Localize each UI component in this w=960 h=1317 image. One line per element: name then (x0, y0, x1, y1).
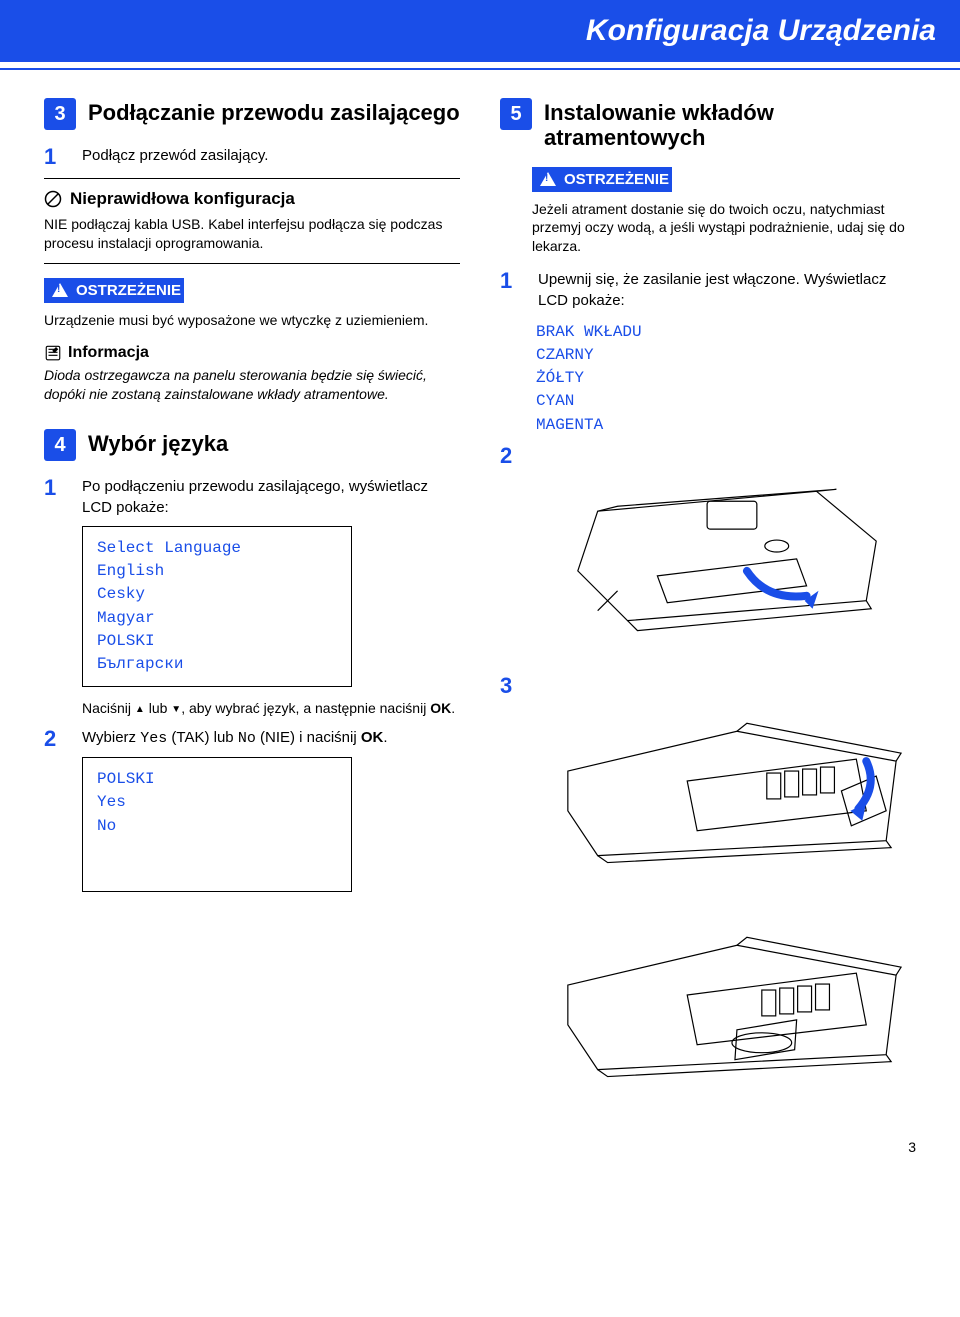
lcd5-line2: ŻÓŁTY (536, 367, 916, 390)
lcd2-line1: Yes (97, 791, 337, 814)
step4-sub1-text: Po podłączeniu przewodu zasilającego, wy… (82, 477, 460, 518)
step4-sub2-text: Wybierz Yes (TAK) lub No (NIE) i naciśni… (82, 728, 460, 749)
step-4-badge: 4 (44, 429, 76, 461)
step4-sub2: 2 Wybierz Yes (TAK) lub No (NIE) i naciś… (44, 728, 460, 904)
page-title: Konfiguracja Urządzenia (586, 14, 936, 47)
step5-sub3: 3 (500, 675, 916, 1109)
step4-sub1-num: 1 (44, 477, 66, 718)
printer-illustration-1 (538, 451, 916, 651)
step5-sub1-text: Upewnij się, że zasilanie jest włączone.… (538, 270, 916, 311)
lcd5-line1: CZARNY (536, 344, 916, 367)
printer-illustration-2 (538, 681, 916, 881)
period1: . (451, 700, 455, 716)
prohibit-icon (44, 190, 62, 208)
sub2-yesparen: (TAK) lub (167, 729, 238, 746)
down-arrow-icon: ▼ (171, 703, 181, 717)
page-number: 3 (0, 1139, 960, 1155)
warning-bar-left: OSTRZEŻENIE (44, 278, 184, 303)
navtext-pre: Naciśnij (82, 700, 135, 716)
warning-body-left: Urządzenie musi być wyposażone we wtyczk… (44, 311, 460, 330)
warning-bar-right: OSTRZEŻENIE (532, 167, 672, 192)
page-header: Konfiguracja Urządzenia (0, 0, 960, 62)
sub2-yes: Yes (140, 730, 167, 747)
step4-nav-text: Naciśnij ▲ lub ▼, aby wybrać język, a na… (82, 699, 460, 718)
step-3-badge: 3 (44, 98, 76, 130)
step5-sub1: 1 Upewnij się, że zasilanie jest włączon… (500, 270, 916, 311)
right-column: 5 Instalowanie wkładów atramentowych OST… (500, 98, 916, 1119)
warning-icon-right (540, 172, 556, 186)
improper-head: Nieprawidłowa konfiguracja (44, 189, 460, 209)
warning-label-left: OSTRZEŻENIE (76, 282, 181, 299)
navtext-post: , aby wybrać język, a następnie naciśnij (181, 700, 430, 716)
step5-sub2: 2 (500, 445, 916, 665)
step5-sub2-num: 2 (500, 445, 522, 665)
lcd-box-languages: Select Language English Cesky Magyar POL… (82, 526, 352, 687)
lcd5-line4: MAGENTA (536, 414, 916, 437)
improper-setup-box: Nieprawidłowa konfiguracja NIE podłączaj… (44, 178, 460, 264)
step-3-title: 3 Podłączanie przewodu zasilającego (44, 98, 460, 130)
step3-sub1-text: Podłącz przewód zasilający. (82, 146, 460, 168)
navtext-mid: lub (145, 700, 171, 716)
step-5-title: 5 Instalowanie wkładów atramentowych (500, 98, 916, 151)
sub2-pre: Wybierz (82, 729, 140, 746)
step4-sub1: 1 Po podłączeniu przewodu zasilającego, … (44, 477, 460, 718)
sub2-noparen: (NIE) i naciśnij (256, 729, 361, 746)
sub2-no: No (238, 730, 256, 747)
lcd1-line5: Български (97, 653, 337, 676)
lcd5-line0: BRAK WKŁADU (536, 321, 916, 344)
step5-sub3-num: 3 (500, 675, 522, 1109)
lcd2-line2: No (97, 815, 337, 838)
step3-sub1-num: 1 (44, 146, 66, 168)
lcd-box-confirm: POLSKI Yes No (82, 757, 352, 892)
warning-label-right: OSTRZEŻENIE (564, 171, 669, 188)
step4-sub2-num: 2 (44, 728, 66, 904)
ok-label-2: OK (361, 729, 384, 746)
lcd1-line2: Cesky (97, 583, 337, 606)
period2: . (383, 729, 387, 746)
lcd1-line3: Magyar (97, 607, 337, 630)
lcd5-line3: CYAN (536, 390, 916, 413)
warning-body-right: Jeżeli atrament dostanie się do twoich o… (532, 200, 916, 257)
improper-body: NIE podłączaj kabla USB. Kabel interfejs… (44, 215, 460, 253)
printer-illustration-3 (538, 895, 916, 1095)
step-4-title: 4 Wybór języka (44, 429, 460, 461)
lcd-lines-ink: BRAK WKŁADU CZARNY ŻÓŁTY CYAN MAGENTA (536, 321, 916, 437)
step-4-heading: Wybór języka (88, 429, 228, 456)
lcd1-line1: English (97, 560, 337, 583)
step-3-heading: Podłączanie przewodu zasilającego (88, 98, 460, 125)
warning-icon (52, 283, 68, 297)
up-arrow-icon: ▲ (135, 703, 145, 717)
note-body: Dioda ostrzegawcza na panelu sterowania … (44, 366, 460, 404)
step5-sub1-num: 1 (500, 270, 522, 311)
lcd2-line0: POLSKI (97, 768, 337, 791)
note-head: Informacja (44, 344, 460, 362)
lcd1-line4: POLSKI (97, 630, 337, 653)
ok-label-1: OK (430, 700, 451, 716)
note-icon (44, 344, 62, 362)
step-5-badge: 5 (500, 98, 532, 130)
step3-sub1: 1 Podłącz przewód zasilający. (44, 146, 460, 168)
improper-head-text: Nieprawidłowa konfiguracja (70, 189, 295, 209)
left-column: 3 Podłączanie przewodu zasilającego 1 Po… (44, 98, 460, 1119)
lcd1-line0: Select Language (97, 537, 337, 560)
step-5-heading: Instalowanie wkładów atramentowych (544, 98, 916, 151)
note-head-text: Informacja (68, 344, 149, 362)
